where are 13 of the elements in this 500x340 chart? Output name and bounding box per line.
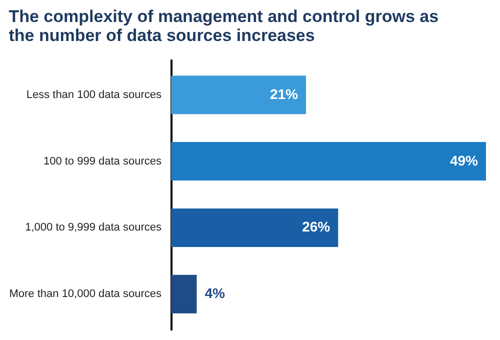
bar [171, 208, 338, 247]
y-tick-label: 1,000 to 9,999 data sources [25, 222, 162, 234]
data-label: 21% [270, 86, 299, 102]
chart-title: The complexity of management and control grows as the number of data sources increases [8, 7, 439, 45]
data-label: 49% [450, 152, 479, 168]
y-tick-label: More than 10,000 data sources [9, 288, 162, 300]
data-label: 4% [204, 285, 226, 302]
y-tick-label: 100 to 999 data sources [43, 155, 162, 168]
bar [171, 76, 306, 114]
bar [171, 274, 197, 314]
bar [171, 142, 486, 181]
y-tick-label: Less than 100 data sources [26, 88, 162, 101]
data-label: 26% [302, 218, 331, 235]
